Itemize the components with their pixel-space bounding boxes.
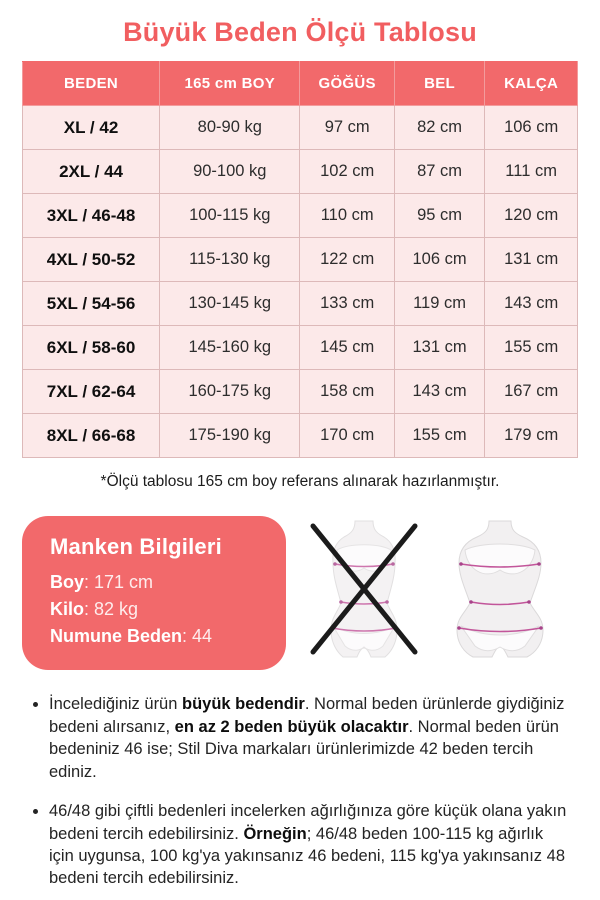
figure-illustrations	[286, 516, 578, 660]
measurement-cell: 106 cm	[484, 105, 578, 151]
slim-figure-crossed-icon	[306, 518, 422, 660]
size-cell: 8XL / 66-68	[21, 413, 161, 459]
measurement-cell: 155 cm	[484, 325, 578, 371]
size-cell: 5XL / 54-56	[21, 281, 161, 327]
measurement-cell: 90-100 kg	[159, 149, 301, 195]
measurement-cell: 119 cm	[393, 281, 486, 327]
measurement-cell: 82 cm	[393, 105, 486, 151]
size-cell: 2XL / 44	[21, 149, 161, 195]
measurement-cell: 95 cm	[393, 193, 486, 239]
model-info-line: Numune Beden: 44	[50, 626, 213, 647]
measurement-cell: 131 cm	[393, 325, 486, 371]
measurement-cell: 179 cm	[484, 413, 578, 459]
size-table: BEDEN 165 cm BOY GÖĞÜS BEL KALÇA XL / 42 80-9…	[21, 61, 578, 459]
panties-shape	[460, 625, 540, 652]
measurement-cell: 122 cm	[299, 237, 395, 283]
measurement-cell: 131 cm	[484, 237, 578, 283]
measurement-cell: 106 cm	[393, 237, 486, 283]
size-table-row: XL / 42 80-90 kg 97 cm 82 cm 106 cm	[21, 105, 578, 151]
plus-figure-icon	[442, 518, 558, 660]
note-item: 46/48 gibi çiftli bedenleri incelerken a…	[49, 800, 572, 890]
measurement-cell: 120 cm	[484, 193, 578, 239]
column-header: BEL	[393, 61, 486, 107]
measurement-cell: 87 cm	[393, 149, 486, 195]
model-info-line: Boy: 171 cm	[50, 572, 154, 593]
model-info-lines: Boy: 171 cm Kilo: 82 kg Numune Beden: 44	[50, 569, 266, 650]
model-info-section: Manken Bilgileri Boy: 171 cm Kilo: 82 kg N…	[22, 516, 578, 671]
size-cell: 3XL / 46-48	[21, 193, 161, 239]
column-header: BEDEN	[21, 61, 161, 107]
measurement-cell: 175-190 kg	[159, 413, 301, 459]
size-cell: 6XL / 58-60	[21, 325, 161, 371]
column-header: GÖĞÜS	[299, 61, 395, 107]
size-table-row: 8XL / 66-68 175-190 kg 170 cm 155 cm 179 cm	[21, 413, 578, 459]
measurement-cell: 115-130 kg	[159, 237, 301, 283]
measurement-cell: 97 cm	[299, 105, 395, 151]
size-table-row: 3XL / 46-48 100-115 kg 110 cm 95 cm 120 cm	[21, 193, 578, 239]
model-info-card: Manken Bilgileri Boy: 171 cm Kilo: 82 kg N…	[22, 516, 286, 671]
measurement-cell: 143 cm	[393, 369, 486, 415]
info-notes: İncelediğiniz ürün büyük bedendir. Norma…	[32, 693, 572, 890]
column-header: KALÇA	[484, 61, 578, 107]
note-item: İncelediğiniz ürün büyük bedendir. Norma…	[49, 693, 572, 783]
size-cell: XL / 42	[21, 105, 161, 151]
panties-shape	[331, 625, 397, 652]
measurement-cell: 102 cm	[299, 149, 395, 195]
x-mark-icon	[310, 523, 418, 655]
size-table-row: 4XL / 50-52 115-130 kg 122 cm 106 cm 131 cm	[21, 237, 578, 283]
measurement-cell: 111 cm	[484, 149, 578, 195]
model-info-line: Kilo: 82 kg	[50, 599, 139, 620]
size-table-row: 7XL / 62-64 160-175 kg 158 cm 143 cm 167 cm	[21, 369, 578, 415]
size-table-row: 5XL / 54-56 130-145 kg 133 cm 119 cm 143 cm	[21, 281, 578, 327]
measurement-lines	[331, 563, 397, 633]
bra-shape	[464, 543, 536, 575]
measurement-cell: 145-160 kg	[159, 325, 301, 371]
page-title: Büyük Beden Ölçü Tablosu	[123, 17, 477, 47]
measurement-dots	[457, 562, 543, 631]
measurement-cell: 133 cm	[299, 281, 395, 327]
measurement-cell: 167 cm	[484, 369, 578, 415]
measurement-cell: 158 cm	[299, 369, 395, 415]
measurement-cell: 143 cm	[484, 281, 578, 327]
measurement-cell: 170 cm	[299, 413, 395, 459]
measurement-cell: 160-175 kg	[159, 369, 301, 415]
size-cell: 4XL / 50-52	[21, 237, 161, 283]
measurement-cell: 100-115 kg	[159, 193, 301, 239]
measurement-cell: 155 cm	[393, 413, 486, 459]
measurement-cell: 80-90 kg	[159, 105, 301, 151]
model-info-title: Manken Bilgileri	[50, 534, 222, 560]
size-table-row: 6XL / 58-60 145-160 kg 145 cm 131 cm 155 cm	[21, 325, 578, 371]
measurement-cell: 145 cm	[299, 325, 395, 371]
measurement-cell: 110 cm	[299, 193, 395, 239]
size-cell: 7XL / 62-64	[21, 369, 161, 415]
size-table-row: 2XL / 44 90-100 kg 102 cm 87 cm 111 cm	[21, 149, 578, 195]
table-header-row: BEDEN 165 cm BOY GÖĞÜS BEL KALÇA	[21, 61, 578, 107]
column-header: 165 cm BOY	[159, 61, 301, 107]
measurement-cell: 130-145 kg	[159, 281, 301, 327]
measurement-lines	[458, 563, 542, 633]
table-footnote: *Ölçü tablosu 165 cm boy referans alınar…	[100, 473, 500, 491]
